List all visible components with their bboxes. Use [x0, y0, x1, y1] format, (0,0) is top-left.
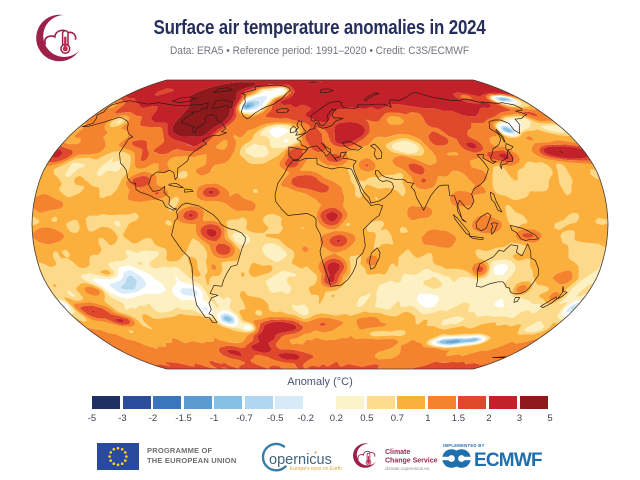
- svg-text:climate.copernicus.eu: climate.copernicus.eu: [385, 466, 430, 471]
- svg-text:ECMWF: ECMWF: [474, 450, 542, 469]
- svg-text:Europe's eyes on Earth: Europe's eyes on Earth: [290, 466, 342, 472]
- svg-text:Change Service: Change Service: [385, 458, 438, 465]
- svg-text:Climate: Climate: [385, 449, 410, 456]
- svg-text:opernicus: opernicus: [269, 452, 332, 468]
